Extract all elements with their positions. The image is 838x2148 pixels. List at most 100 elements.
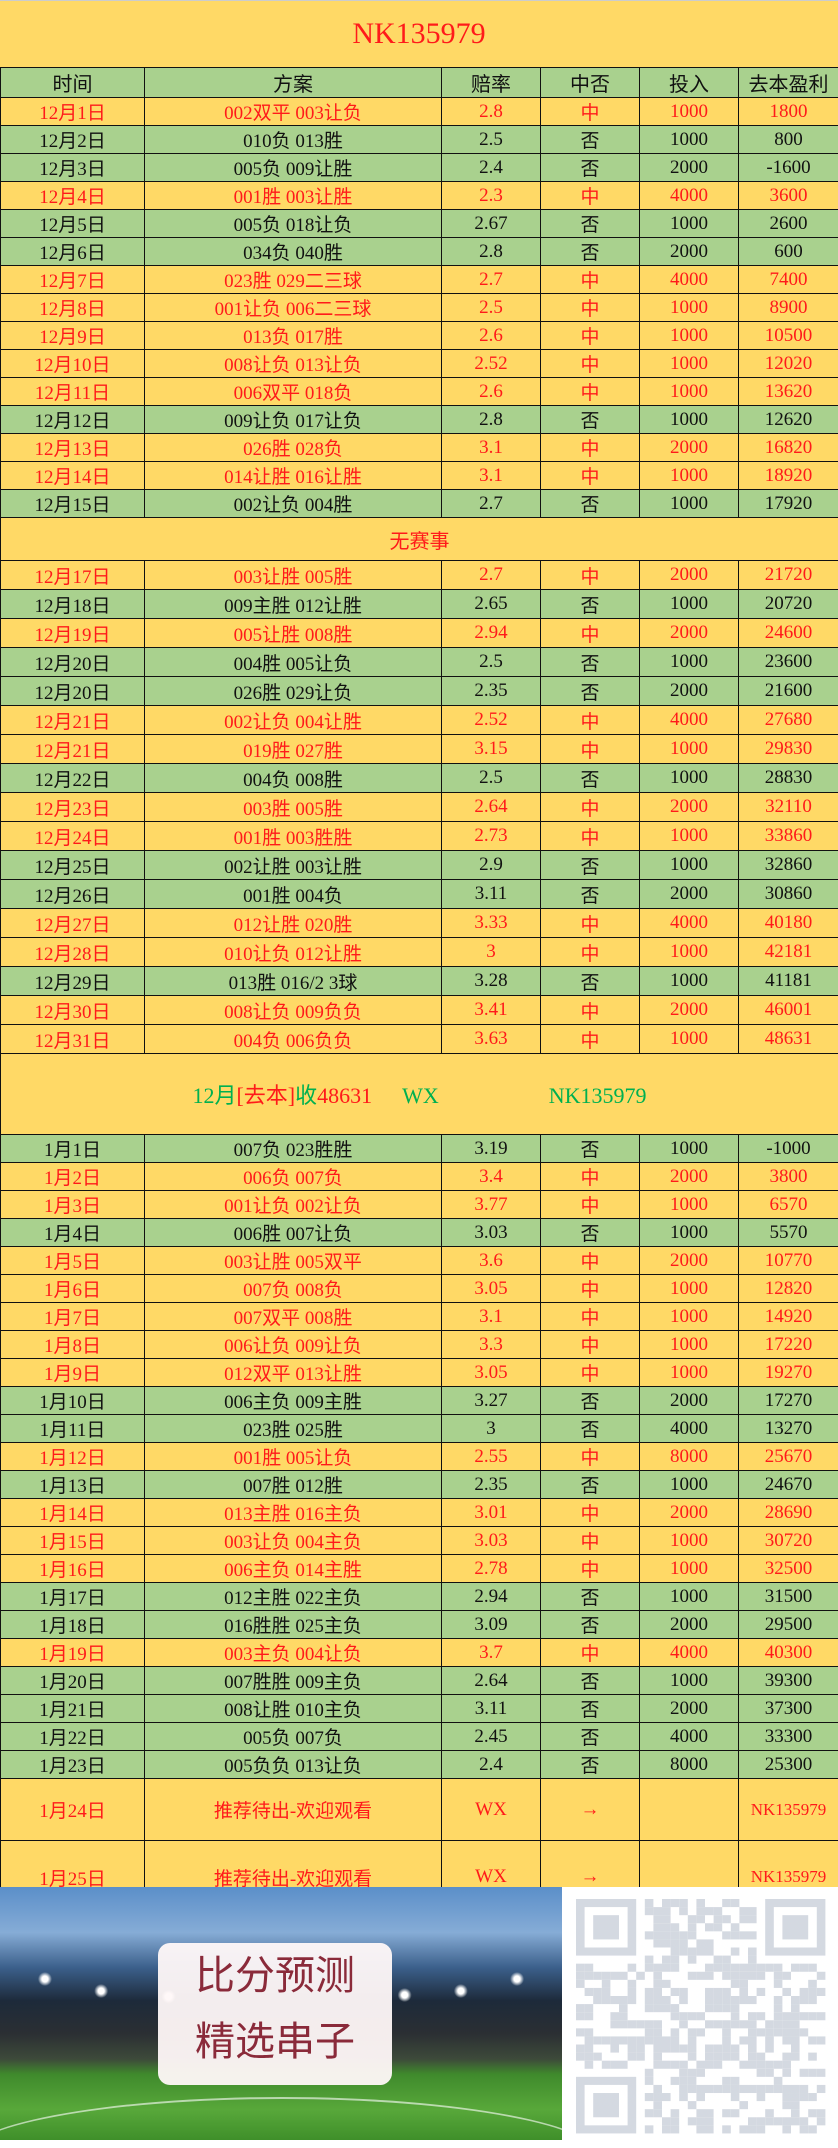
cell-odds: 2.5 — [441, 293, 541, 322]
qr-module — [687, 2036, 697, 2045]
qr-module — [722, 2109, 731, 2118]
cell-date: 12月5日 — [0, 209, 145, 238]
qr-module — [748, 2020, 757, 2029]
qr-module — [601, 1987, 611, 1997]
qr-module — [576, 1963, 585, 1972]
cell-odds: 3.11 — [441, 1694, 541, 1723]
qr-module — [756, 2093, 766, 2102]
qr-module — [791, 2012, 800, 2021]
qr-module — [662, 2125, 671, 2134]
qr-module — [679, 2044, 688, 2053]
qr-module — [653, 2036, 662, 2045]
cell-date: 1月19日 — [0, 1638, 145, 1667]
cell-result: 中 — [540, 265, 640, 294]
cell-stake: 2000 — [639, 995, 739, 1025]
cell-plan: 002让负 004让胜 — [144, 705, 442, 735]
qr-module — [644, 2068, 654, 2077]
cell-profit: 14920 — [738, 1302, 838, 1331]
qr-module — [593, 2093, 619, 2118]
cell-date: 12月20日 — [0, 676, 145, 706]
cell-result: 否 — [540, 1722, 640, 1751]
qr-module — [584, 1987, 594, 1997]
cell-date: 1月18日 — [0, 1610, 145, 1639]
cell-odds: 2.78 — [441, 1554, 541, 1583]
cell-stake: 1000 — [639, 349, 739, 378]
qr-module — [619, 1996, 628, 2005]
cell-date: 1月7日 — [0, 1302, 145, 1331]
qr-module — [687, 1971, 697, 1980]
qr-module — [773, 2084, 783, 2094]
qr-module — [705, 2004, 714, 2013]
cell-result: 中 — [540, 821, 640, 851]
cell-odds: 3.6 — [441, 1246, 541, 1275]
qr-module — [593, 1971, 602, 1980]
qr-module — [679, 2084, 688, 2094]
cell-date: 12月10日 — [0, 349, 145, 378]
cell-result: 否 — [540, 850, 640, 880]
qr-module — [705, 1923, 714, 1932]
cell-plan: 016胜胜 025主负 — [144, 1610, 442, 1639]
cell-odds: 2.52 — [441, 705, 541, 735]
cell-stake: 1000 — [639, 589, 739, 619]
qr-module — [765, 2044, 774, 2053]
qr-module — [687, 2117, 697, 2126]
qr-module — [808, 1963, 817, 1972]
header-odds: 赔率 — [441, 67, 541, 98]
cell-date: 1月1日 — [0, 1134, 145, 1163]
qr-module — [782, 1971, 791, 1980]
qr-module — [679, 1907, 688, 1916]
cell-odds: 3.4 — [441, 1162, 541, 1191]
cell-odds: 3.41 — [441, 995, 541, 1025]
cell-plan: 007胜胜 009主负 — [144, 1666, 442, 1695]
qr-module — [799, 2012, 809, 2021]
qr-module — [610, 1971, 619, 1980]
qr-module — [808, 2109, 817, 2118]
cell-plan: 001胜 004负 — [144, 879, 442, 909]
table-row: 1月16日 006主负 014主胜 2.78 中 1000 32500 — [0, 1554, 838, 1583]
qr-module — [705, 2125, 714, 2134]
cell-stake: 1000 — [639, 1470, 739, 1499]
qr-module — [662, 2093, 671, 2102]
cell-plan: 012让胜 020胜 — [144, 908, 442, 938]
qr-module — [748, 2052, 757, 2061]
cell-result: 中 — [540, 1190, 640, 1219]
cell-date: 12月21日 — [0, 705, 145, 735]
qr-module — [765, 2084, 774, 2094]
qr-module — [705, 2084, 714, 2094]
table-row: 12月10日 008让负 013让负 2.52 中 1000 12020 — [0, 349, 838, 378]
table-row: 12月27日 012让胜 020胜 3.33 中 4000 40180 — [0, 908, 838, 938]
cell-result: 否 — [540, 966, 640, 996]
table-row: 1月5日 003让胜 005双平 3.6 中 2000 10770 — [0, 1246, 838, 1275]
header-profit: 去本盈利 — [738, 67, 838, 98]
cell-profit: 17270 — [738, 1386, 838, 1415]
table-row: 12月9日 013负 017胜 2.6 中 1000 10500 — [0, 321, 838, 350]
qr-module — [679, 2020, 688, 2029]
cell-odds: 2.35 — [441, 1470, 541, 1499]
qr-module — [584, 2004, 594, 2013]
cell-date: 12月1日 — [0, 97, 145, 126]
qr-module — [756, 2028, 766, 2037]
cell-date: 12月19日 — [0, 618, 145, 648]
qr-module — [722, 1899, 731, 1908]
cell-profit: 24600 — [738, 618, 838, 648]
qr-module — [816, 1987, 826, 1997]
cell-stake: 1000 — [639, 1330, 739, 1359]
cell-plan: 005负负 013让负 — [144, 1750, 442, 1779]
cell-odds: 3 — [441, 937, 541, 967]
qr-module — [799, 2093, 809, 2102]
qr-module — [636, 2044, 645, 2053]
cell-result: 否 — [540, 153, 640, 182]
cell-stake: 2000 — [639, 879, 739, 909]
cell-profit: 37300 — [738, 1694, 838, 1723]
qr-module — [773, 1979, 783, 1988]
table-row: 1月15日 003让负 004主负 3.03 中 1000 30720 — [0, 1526, 838, 1555]
cell-result: 否 — [540, 647, 640, 677]
qr-module — [653, 1939, 662, 1948]
qr-module — [584, 2012, 594, 2021]
qr-module — [713, 1955, 723, 1964]
qr-module — [808, 2036, 817, 2045]
qr-module — [799, 1963, 809, 1972]
qr-module — [584, 1963, 594, 1972]
qr-module — [705, 2117, 714, 2126]
cell-stake: 1000 — [639, 125, 739, 154]
